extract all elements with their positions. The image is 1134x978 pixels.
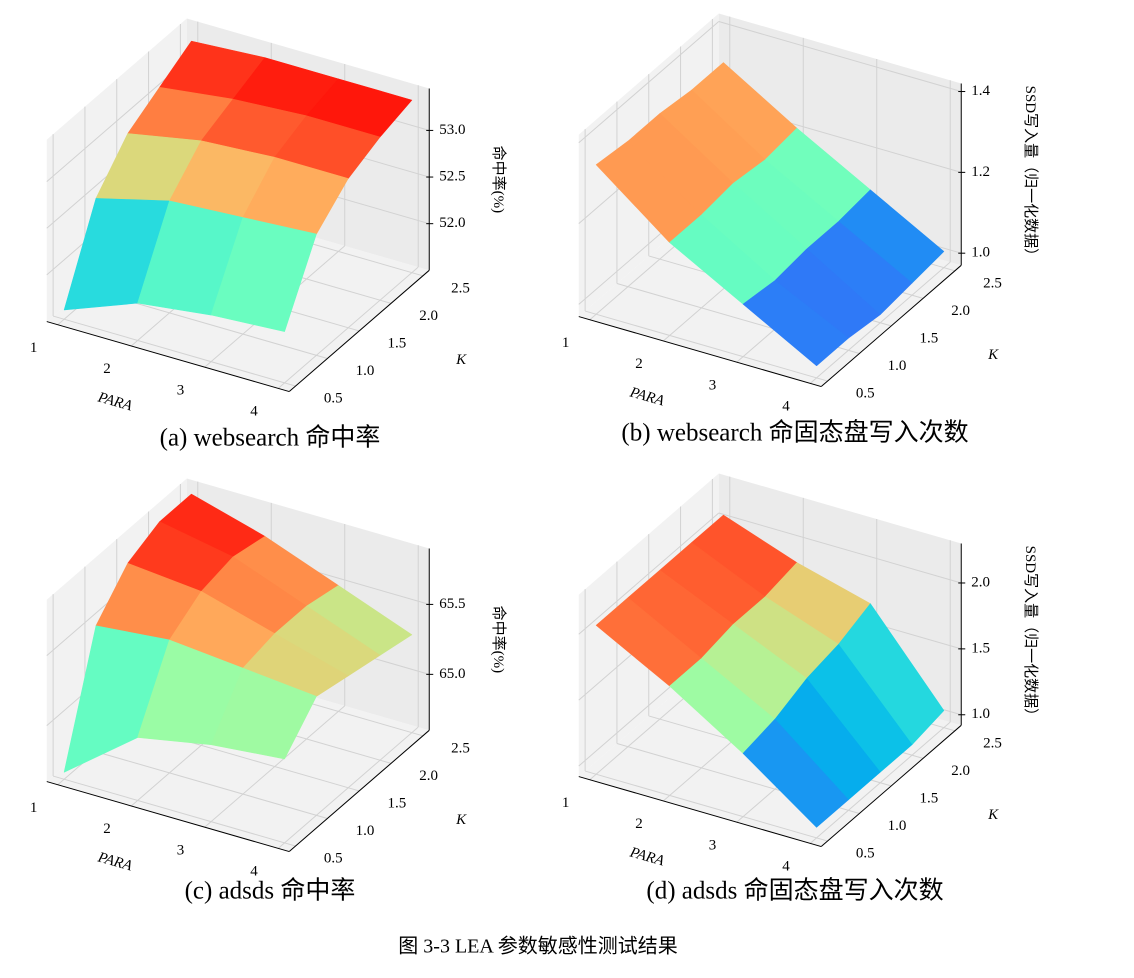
surface-chart: 1 2 3 4 0.5 1.0 1.5 2.0 2.5 52.0 52.5 53.0 PARA K 命中率(… <box>30 18 508 452</box>
figure-caption: 图 3-3 LEA 参数敏感性测试结果 <box>398 935 677 958</box>
y-tick-label: 2.5 <box>983 275 1002 291</box>
surface-chart: 1 2 3 4 0.5 1.0 1.5 2.0 2.5 65.0 65.5 PARA K 命中率(%) (c… <box>30 478 508 905</box>
subfigure-caption: (c) adsds 命中率 <box>185 877 356 905</box>
y-tick-label: 1.5 <box>387 795 406 811</box>
x-tick-label: 1 <box>562 335 570 351</box>
subfigure-caption: (a) websearch 命中率 <box>160 424 381 452</box>
y-tick-label: 1.0 <box>356 363 375 379</box>
x-tick-label: 3 <box>709 377 717 393</box>
y-tick-label: 0.5 <box>856 845 875 861</box>
z-tick-label: 2.0 <box>971 574 990 590</box>
y-tick-label: 2.5 <box>451 740 470 756</box>
y-tick-label: 1.0 <box>888 358 907 374</box>
x-tick-label: 4 <box>250 864 258 880</box>
grid-line <box>46 60 188 183</box>
y-tick-label: 1.5 <box>387 335 406 351</box>
y-tick-label: 2.0 <box>951 763 970 779</box>
y-tick-label: 1.0 <box>356 823 375 839</box>
y-tick-label: 2.5 <box>983 735 1002 751</box>
grid-line <box>584 310 828 382</box>
axis-line <box>46 321 290 393</box>
z-tick-label: 1.4 <box>971 83 990 99</box>
x-tick-label: 3 <box>177 842 185 858</box>
x-tick-label: 1 <box>30 800 38 816</box>
grid-line <box>718 512 962 584</box>
surface-patch <box>742 718 849 828</box>
x-tick-label: 3 <box>709 837 717 853</box>
z-tick-label: 65.5 <box>439 596 465 612</box>
x-tick-label: 3 <box>177 382 185 398</box>
grid-line <box>84 748 328 819</box>
x-axis-label: PARA <box>95 389 135 414</box>
surface-patch <box>210 217 317 332</box>
y-tick-label: 1.0 <box>888 818 907 834</box>
x-tick-label: 1 <box>30 340 38 356</box>
axis-line <box>46 781 290 853</box>
y-tick-label: 1.5 <box>919 790 938 806</box>
axis-line <box>578 316 822 388</box>
grid-line <box>52 315 296 387</box>
z-tick-label: 1.0 <box>971 706 990 722</box>
grid-line <box>718 21 962 93</box>
y-axis-label: K <box>455 352 467 368</box>
surface-chart: 1 2 3 4 0.5 1.0 1.5 2.0 2.5 1.0 1.2 1.4 PARA K SSD写入量（… <box>562 13 1039 447</box>
x-tick-label: 2 <box>635 356 643 372</box>
axis-line <box>288 729 430 852</box>
subfigure-caption: (d) adsds 命固态盘写入次数 <box>646 877 943 905</box>
grid-line <box>584 770 828 842</box>
y-tick-label: 0.5 <box>856 385 875 401</box>
surface-patch <box>742 280 849 367</box>
surface-chart: 1 2 3 4 0.5 1.0 1.5 2.0 2.5 1.0 1.5 2.0 PARA K SSD写入量（… <box>562 473 1039 905</box>
x-tick-label: 2 <box>103 821 111 837</box>
y-tick-label: 2.5 <box>451 280 470 296</box>
x-tick-label: 4 <box>782 399 790 415</box>
subfigure-caption: (b) websearch 命固态盘写入次数 <box>621 419 968 447</box>
x-tick-label: 4 <box>250 404 258 420</box>
axis-line <box>288 269 430 392</box>
x-tick-label: 1 <box>562 795 570 811</box>
z-tick-label: 65.0 <box>439 666 465 682</box>
x-axis-label: PARA <box>627 844 667 869</box>
axis-line <box>578 776 822 848</box>
grid-line <box>578 21 720 144</box>
z-tick-label: 52.0 <box>439 215 465 231</box>
surface-patch <box>210 667 317 760</box>
y-axis-label: K <box>455 812 467 828</box>
axis-line <box>820 724 962 847</box>
grid-line <box>52 775 296 847</box>
y-axis-label: K <box>987 807 999 823</box>
x-tick-label: 2 <box>635 816 643 832</box>
y-tick-label: 2.0 <box>419 308 438 324</box>
y-tick-label: 0.5 <box>324 850 343 866</box>
y-axis-label: K <box>987 347 999 363</box>
y-tick-label: 0.5 <box>324 390 343 406</box>
axis-line <box>820 264 962 387</box>
z-tick-label: 52.5 <box>439 168 465 184</box>
z-axis-label: 命中率(%) <box>490 146 508 214</box>
y-tick-label: 2.0 <box>951 303 970 319</box>
y-tick-label: 1.5 <box>919 330 938 346</box>
z-axis-label: 命中率(%) <box>490 606 508 674</box>
x-tick-label: 4 <box>782 859 790 875</box>
x-tick-label: 2 <box>103 361 111 377</box>
y-tick-label: 2.0 <box>419 768 438 784</box>
z-tick-label: 1.0 <box>971 245 990 261</box>
x-axis-label: PARA <box>627 384 667 409</box>
z-axis-label: SSD写入量（归一化数据） <box>1022 546 1039 724</box>
z-tick-label: 1.5 <box>971 640 990 656</box>
z-tick-label: 53.0 <box>439 122 465 138</box>
grid-line <box>578 512 720 635</box>
z-axis-label: SSD写入量（归一化数据） <box>1022 86 1039 264</box>
z-tick-label: 1.2 <box>971 164 990 180</box>
x-axis-label: PARA <box>95 849 135 874</box>
